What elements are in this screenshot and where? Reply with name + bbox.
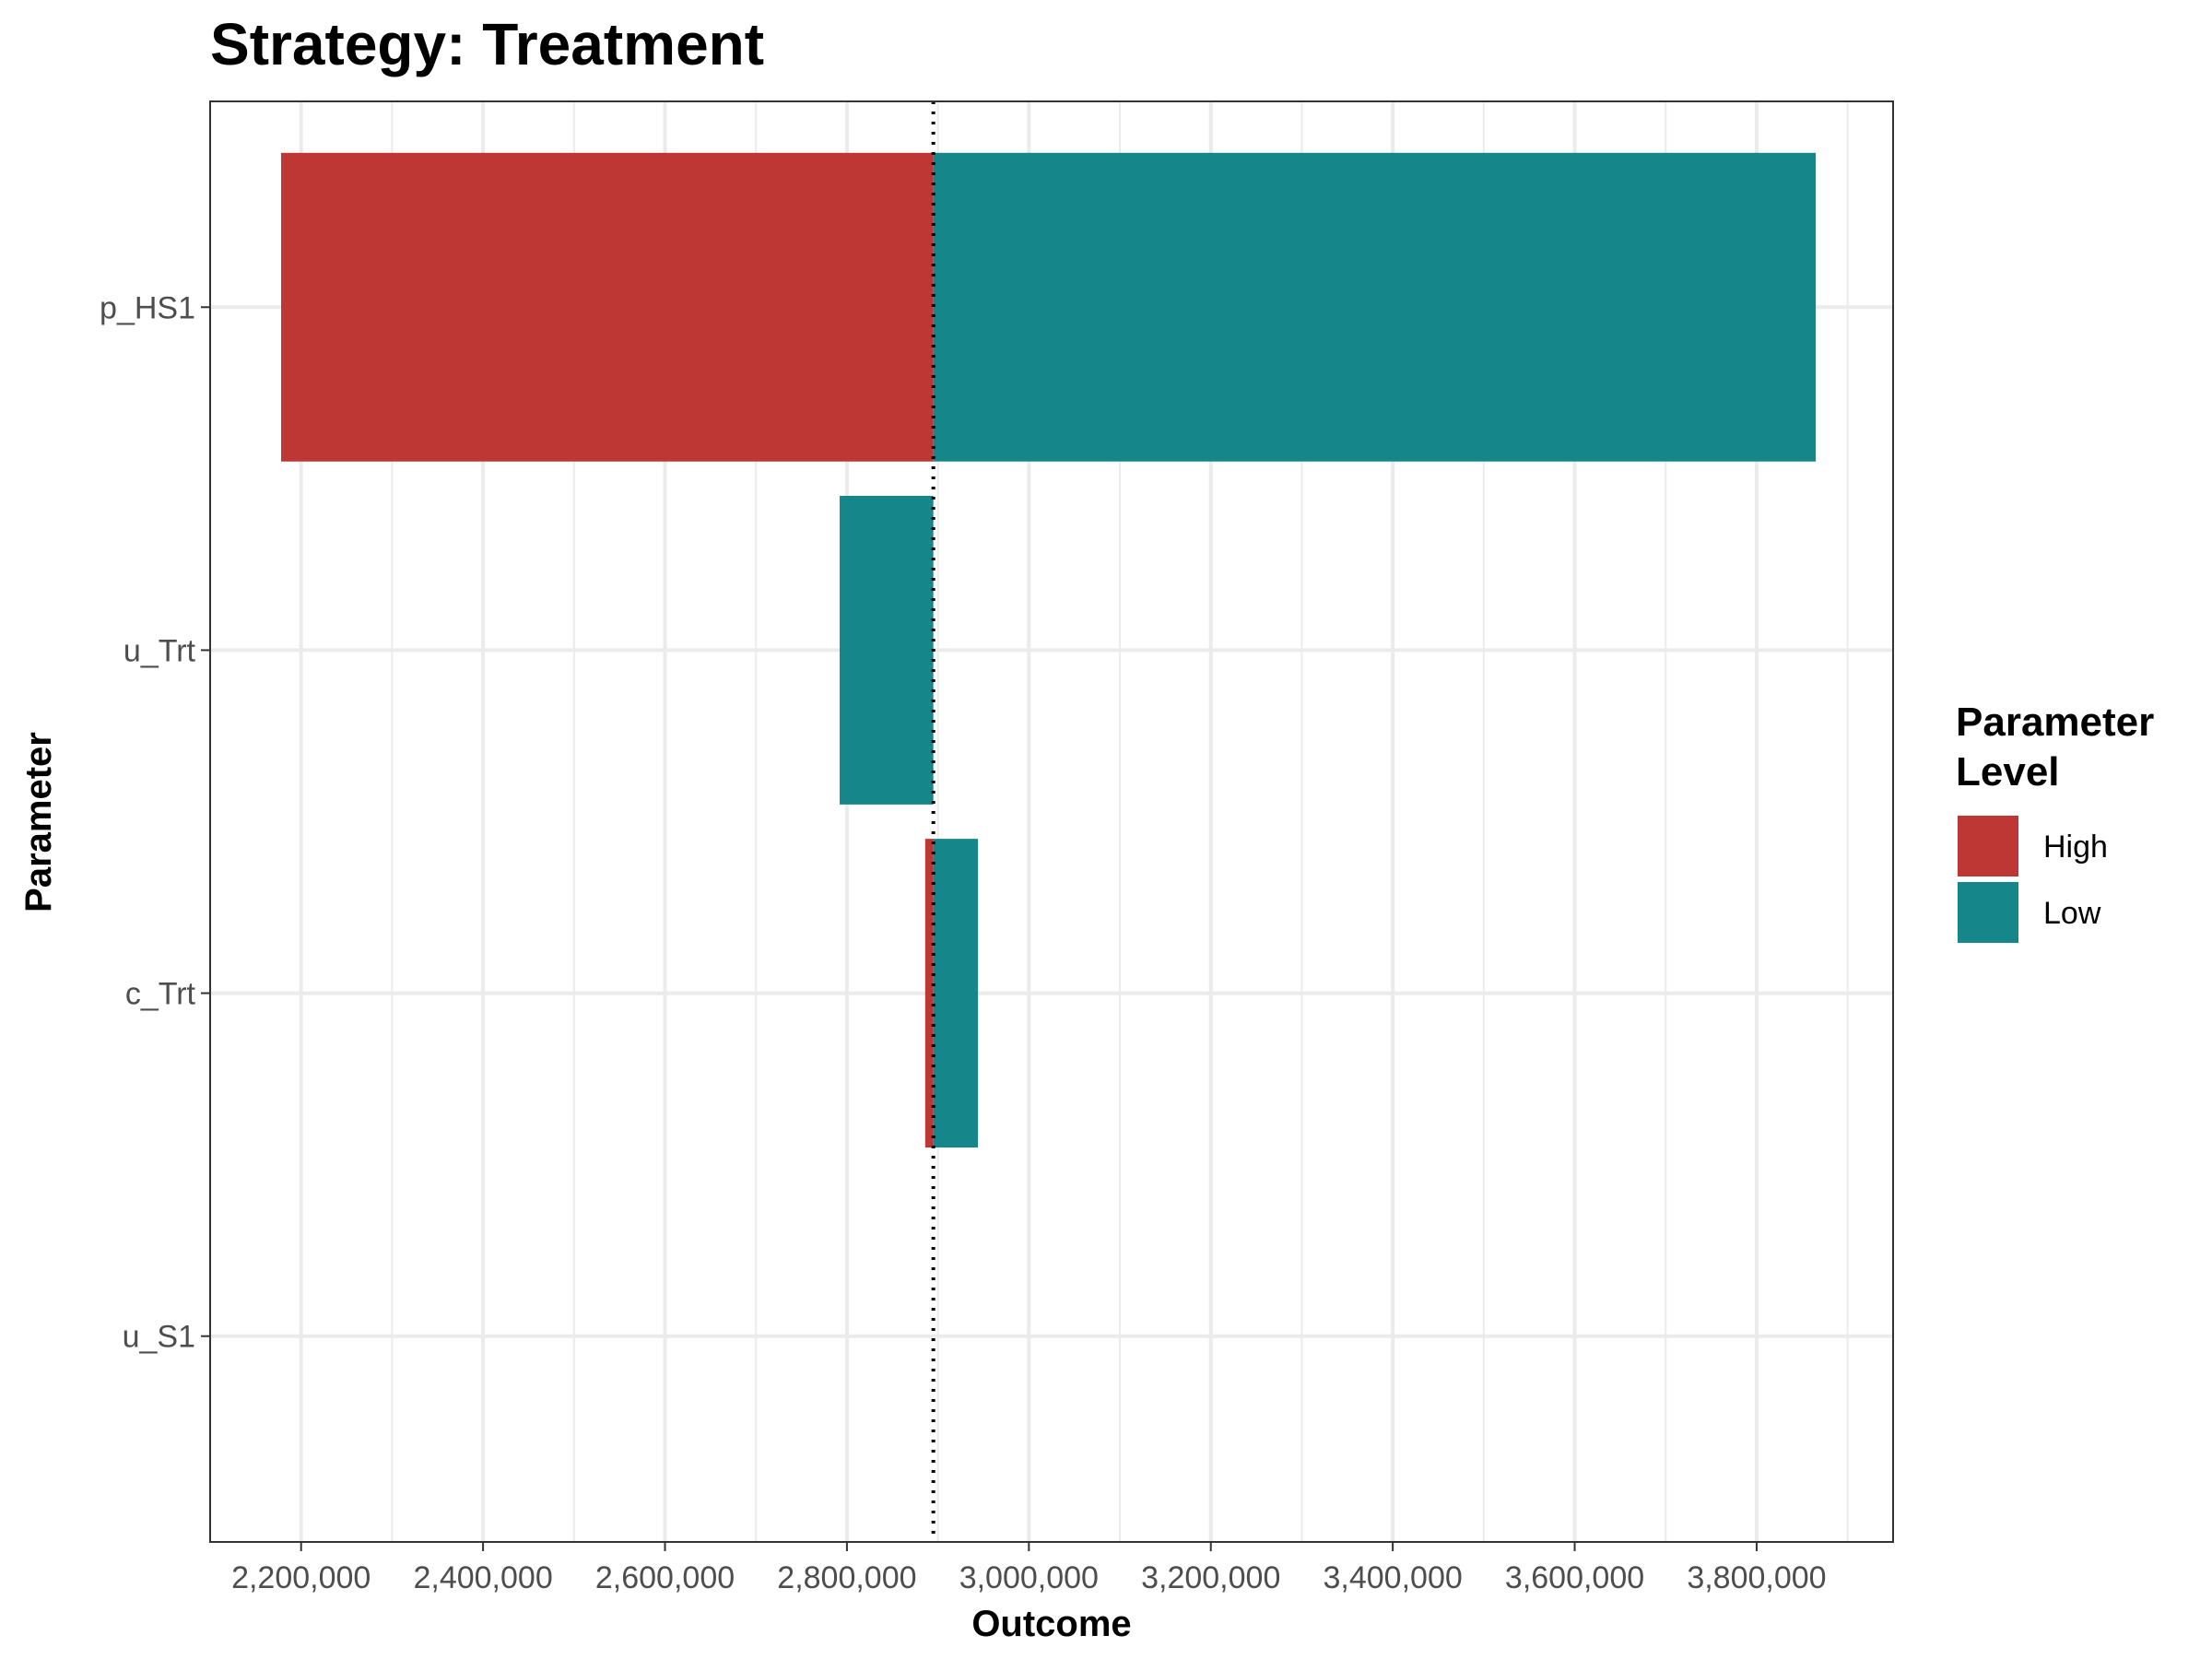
legend-title-line-1: Parameter	[1956, 700, 2154, 745]
bar-c_Trt-low	[933, 839, 979, 1148]
legend-items: High Low	[1958, 816, 2108, 943]
y-tick-label: u_Trt	[124, 633, 196, 668]
bar-p_HS1-high	[280, 152, 934, 462]
bar-marks	[280, 152, 1817, 1148]
x-tick-label: 3,400,000	[1324, 1560, 1463, 1595]
x-tick-label: 2,200,000	[231, 1560, 371, 1595]
y-tick-label: u_S1	[123, 1320, 195, 1355]
bar-c_Trt-high	[924, 839, 934, 1148]
y-axis-title: Parameter	[18, 732, 59, 912]
bar-p_HS1-low	[933, 152, 1817, 462]
x-tick-label: 3,000,000	[959, 1560, 1099, 1595]
x-tick-label: 2,800,000	[777, 1560, 916, 1595]
plot-panel-border	[209, 100, 1894, 1543]
legend-title-line-2: Level	[1956, 749, 2060, 794]
bar-u_Trt-low	[840, 495, 934, 805]
legend: Parameter Level High Low	[1956, 700, 2166, 943]
x-axis-title: Outcome	[971, 1604, 1131, 1644]
x-tick-label: 3,200,000	[1141, 1560, 1280, 1595]
legend-label-low: Low	[2043, 896, 2101, 931]
chart-title: Strategy: Treatment	[210, 11, 764, 77]
legend-title: Parameter Level	[1956, 700, 2166, 794]
legend-key-high	[1958, 816, 2018, 877]
y-tick-label: c_Trt	[125, 977, 196, 1012]
x-tick-label: 2,600,000	[595, 1560, 735, 1595]
y-tick-label: p_HS1	[100, 290, 195, 325]
legend-label-high: High	[2043, 830, 2108, 865]
x-tick-label: 3,800,000	[1687, 1560, 1826, 1595]
legend-key-low	[1958, 882, 2018, 943]
x-tick-label: 3,600,000	[1505, 1560, 1644, 1595]
x-tick-label: 2,400,000	[413, 1560, 552, 1595]
y-axis: p_HS1 u_Trt c_Trt u_S1	[100, 290, 210, 1355]
x-axis: 2,200,000 2,400,000 2,600,000 2,800,000 3,00…	[231, 1542, 1827, 1595]
